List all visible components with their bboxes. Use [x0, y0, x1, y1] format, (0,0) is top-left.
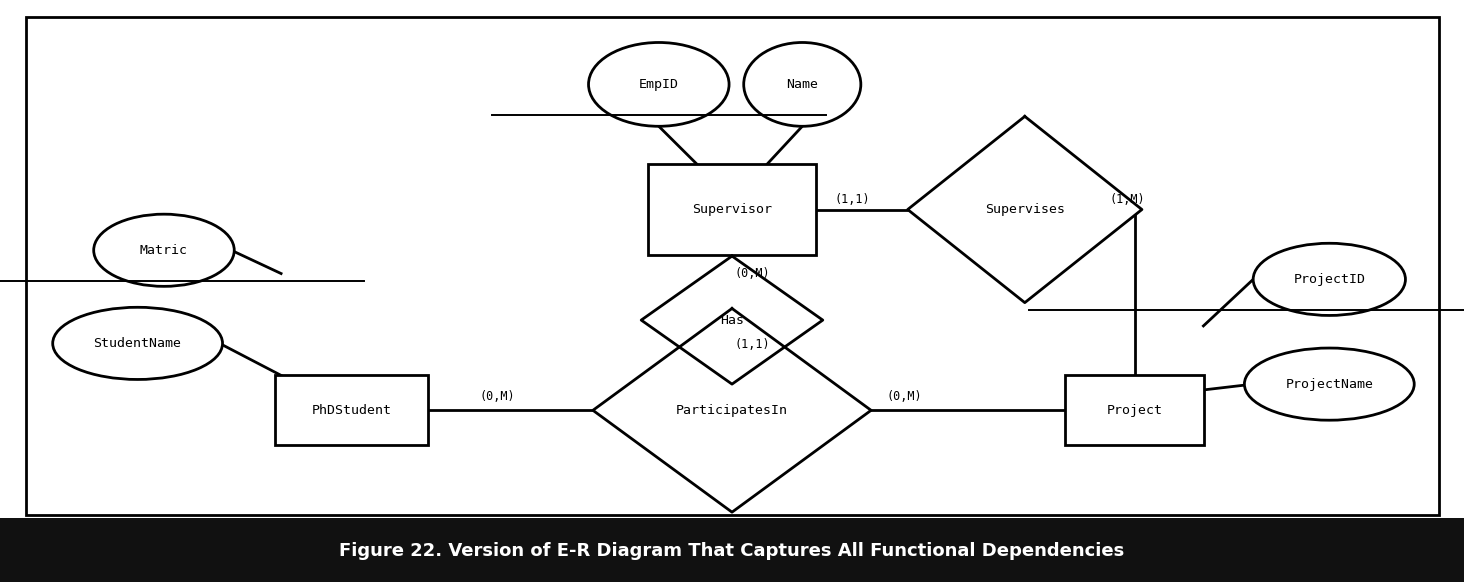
Polygon shape	[593, 308, 871, 512]
Text: Figure 22. Version of E-R Diagram That Captures All Functional Dependencies: Figure 22. Version of E-R Diagram That C…	[340, 542, 1124, 560]
Text: Supervises: Supervises	[985, 203, 1064, 216]
Text: Matric: Matric	[141, 244, 187, 257]
Bar	[0, 518, 1464, 582]
Text: PhDStudent: PhDStudent	[312, 404, 391, 417]
Text: Name: Name	[786, 78, 818, 91]
Text: Has: Has	[720, 314, 744, 327]
Text: (0,M): (0,M)	[735, 267, 770, 280]
Text: (1,1): (1,1)	[735, 338, 770, 351]
Text: ProjectID: ProjectID	[1293, 273, 1366, 286]
Text: Supervisor: Supervisor	[692, 203, 772, 216]
Text: EmpID: EmpID	[638, 78, 679, 91]
Polygon shape	[641, 256, 823, 384]
Bar	[26, 17, 1439, 515]
Text: (1,1): (1,1)	[834, 193, 870, 205]
Text: (0,M): (0,M)	[480, 391, 515, 403]
Ellipse shape	[53, 307, 223, 379]
Text: ProjectName: ProjectName	[1285, 378, 1373, 391]
Text: Project: Project	[1107, 404, 1162, 417]
Text: (1,M): (1,M)	[1110, 193, 1145, 205]
Text: (0,M): (0,M)	[887, 391, 922, 403]
Ellipse shape	[744, 42, 861, 126]
Bar	[649, 164, 817, 255]
Text: ParticipatesIn: ParticipatesIn	[676, 404, 788, 417]
Ellipse shape	[589, 42, 729, 126]
Polygon shape	[908, 116, 1142, 303]
Ellipse shape	[1253, 243, 1405, 315]
Text: StudentName: StudentName	[94, 337, 182, 350]
Ellipse shape	[1244, 348, 1414, 420]
Ellipse shape	[94, 214, 234, 286]
Bar	[275, 375, 427, 445]
Bar	[1064, 375, 1203, 445]
